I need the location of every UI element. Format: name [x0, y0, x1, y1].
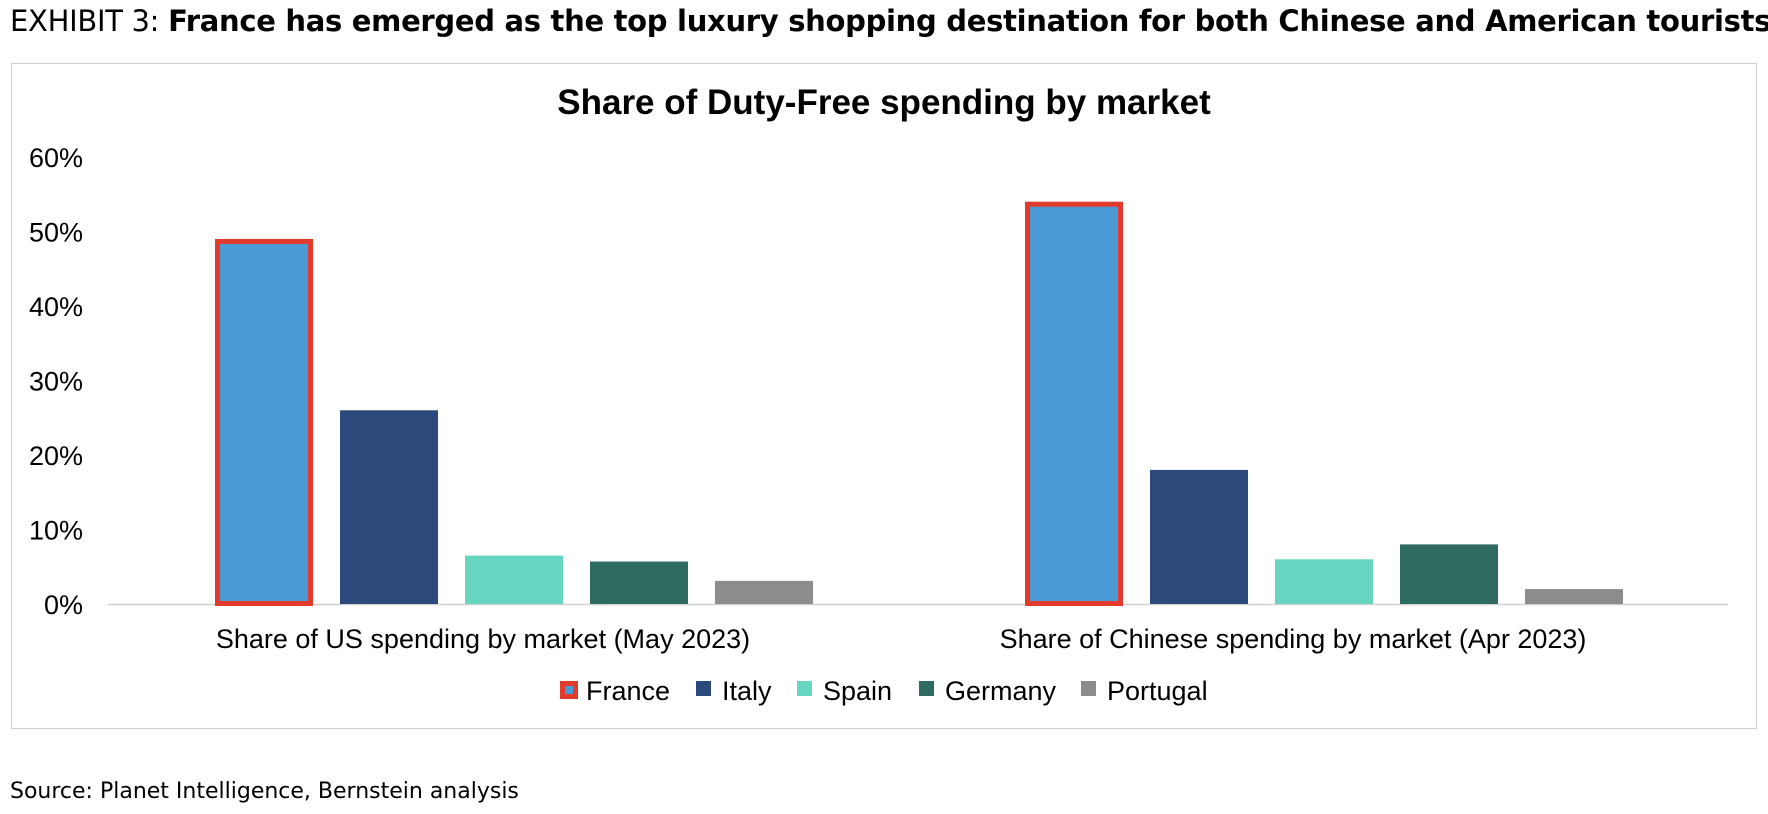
legend-label-spain: Spain: [823, 676, 892, 706]
exhibit-headline: France has emerged as the top luxury sho…: [168, 4, 1768, 38]
legend-swatch-france: [560, 681, 578, 699]
exhibit-heading: EXHIBIT 3: France has emerged as the top…: [10, 4, 1768, 38]
legend-swatch-spain: [797, 681, 812, 696]
chart-frame: [11, 63, 1757, 729]
legend-label-france: France: [586, 676, 670, 706]
legend-swatch-germany: [919, 681, 934, 696]
y-tick-label: 0%: [44, 590, 83, 620]
legend-swatch-portugal: [1081, 681, 1096, 696]
legend-label-germany: Germany: [945, 676, 1057, 706]
legend-swatch-italy: [696, 681, 711, 696]
y-tick-label: 40%: [29, 292, 83, 322]
x-category-label: Share of Chinese spending by market (Apr…: [1000, 624, 1587, 654]
source-note: Source: Planet Intelligence, Bernstein a…: [10, 779, 519, 804]
bar-portugal-1: [1525, 589, 1623, 604]
bar-italy-0: [340, 410, 438, 604]
x-category-label: Share of US spending by market (May 2023…: [216, 624, 750, 654]
y-tick-label: 10%: [29, 516, 83, 546]
y-tick-label: 60%: [29, 143, 83, 173]
exhibit-label: EXHIBIT 3:: [10, 4, 160, 38]
bar-germany-0: [590, 561, 688, 604]
bar-spain-0: [465, 555, 563, 604]
chart-title: Share of Duty-Free spending by market: [557, 83, 1211, 122]
legend-label-portugal: Portugal: [1107, 676, 1208, 706]
y-tick-label: 20%: [29, 441, 83, 471]
bar-france-0: [215, 238, 313, 606]
y-tick-label: 50%: [29, 218, 83, 248]
bar-portugal-0: [715, 580, 813, 604]
bar-spain-1: [1275, 559, 1373, 604]
bar-italy-1: [1150, 469, 1248, 604]
y-tick-label: 30%: [29, 367, 83, 397]
bar-germany-1: [1400, 544, 1498, 604]
bar-france-1: [1025, 201, 1123, 606]
legend-label-italy: Italy: [722, 676, 772, 706]
